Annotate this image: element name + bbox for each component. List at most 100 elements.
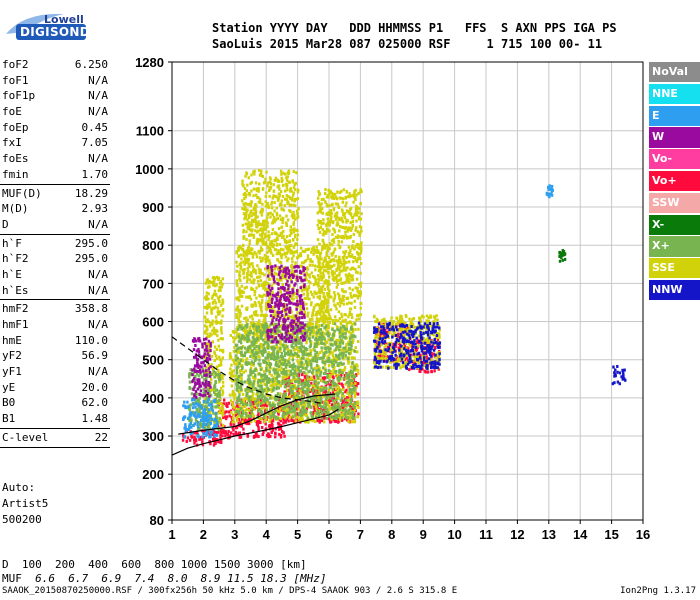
data-point (340, 330, 343, 334)
data-point (260, 305, 263, 309)
y-tick-label: 200 (142, 467, 164, 482)
data-point (211, 294, 214, 298)
data-point (287, 294, 290, 298)
data-point (271, 419, 275, 423)
data-point (303, 296, 307, 300)
data-point (318, 420, 321, 424)
data-point (250, 287, 253, 291)
data-point (418, 360, 421, 364)
data-point (331, 238, 335, 242)
data-point (304, 259, 308, 263)
data-point (215, 293, 218, 297)
data-point (266, 201, 269, 205)
data-point (217, 312, 220, 316)
data-point (350, 267, 354, 271)
data-point (267, 206, 270, 210)
data-point (236, 419, 239, 423)
data-point (354, 286, 357, 290)
data-point (324, 265, 327, 269)
data-point (327, 316, 330, 320)
logo-line2: DIGISONDE (20, 25, 99, 39)
data-point (374, 363, 377, 367)
data-point (349, 267, 352, 271)
data-point (239, 435, 243, 439)
data-point (328, 204, 331, 208)
data-point (320, 257, 323, 261)
data-point (209, 372, 212, 376)
y-tick-label: 80 (150, 513, 164, 528)
data-point (302, 292, 306, 296)
data-point (262, 181, 266, 185)
data-point (231, 403, 235, 407)
data-point (356, 415, 360, 419)
data-point (295, 419, 299, 423)
data-point (288, 284, 292, 288)
data-point (344, 195, 348, 199)
param-value: N/A (88, 365, 108, 379)
data-point (398, 328, 401, 332)
data-point (354, 208, 358, 212)
data-point (330, 362, 334, 366)
data-point (393, 360, 397, 364)
data-point (216, 296, 220, 300)
data-point (256, 241, 260, 245)
data-point (213, 328, 216, 332)
data-point (207, 297, 210, 301)
data-point (276, 216, 280, 220)
data-point (379, 355, 382, 359)
data-point (291, 356, 295, 360)
data-point (254, 376, 257, 380)
data-point (296, 305, 299, 309)
data-point (436, 353, 440, 357)
y-tick-label: 500 (142, 353, 164, 368)
data-point (331, 233, 334, 237)
data-point (264, 195, 268, 199)
data-point (248, 192, 252, 196)
data-point (405, 315, 408, 319)
data-point (264, 307, 268, 311)
data-point (430, 324, 433, 328)
data-point (345, 347, 348, 351)
data-point (278, 432, 281, 436)
data-point (313, 366, 316, 370)
data-point (244, 222, 248, 226)
param-name: M(D) (2, 202, 29, 216)
data-point (320, 301, 323, 305)
data-point (357, 246, 360, 250)
data-point (343, 373, 347, 377)
data-point (285, 347, 289, 351)
data-point (424, 361, 427, 365)
data-point (415, 340, 419, 344)
data-point (245, 275, 249, 279)
data-point (342, 394, 346, 398)
data-point (323, 363, 327, 367)
data-point (284, 245, 287, 249)
data-point (314, 292, 317, 296)
data-point (354, 335, 357, 339)
data-point (273, 267, 276, 271)
param-name: D (2, 217, 9, 231)
data-point (242, 419, 246, 423)
data-point (356, 296, 360, 300)
x-tick-label: 1 (168, 527, 175, 542)
data-point (254, 397, 257, 401)
data-point (204, 397, 207, 401)
data-point (235, 380, 239, 384)
data-point (342, 281, 345, 285)
data-point (213, 441, 216, 445)
data-point (325, 250, 328, 254)
data-point (381, 365, 384, 369)
data-point (230, 363, 233, 367)
data-point (334, 387, 338, 391)
data-point (377, 339, 381, 343)
data-point (289, 251, 292, 255)
param-value: N/A (88, 152, 108, 166)
data-point (308, 324, 312, 328)
data-point (307, 378, 310, 382)
data-point (285, 388, 289, 392)
data-point (286, 218, 290, 222)
data-point (264, 422, 267, 426)
data-point (344, 398, 348, 402)
data-point (250, 214, 253, 218)
data-point (349, 331, 352, 335)
